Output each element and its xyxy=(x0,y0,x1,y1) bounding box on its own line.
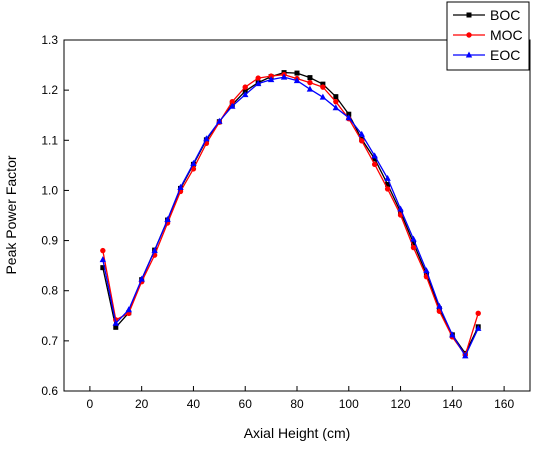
y-tick-label: 1.2 xyxy=(41,83,58,97)
y-tick-label: 0.6 xyxy=(41,384,58,398)
eoc-point xyxy=(371,152,378,159)
eoc-line xyxy=(102,76,479,358)
x-axis-label: Axial Height (cm) xyxy=(244,425,351,441)
moc-point xyxy=(410,244,417,251)
eoc-point xyxy=(410,235,417,242)
y-tick-label: 1.1 xyxy=(41,133,58,147)
eoc-point xyxy=(216,117,223,124)
eoc-point xyxy=(345,114,352,121)
boc-point xyxy=(294,70,300,76)
eoc-point xyxy=(397,205,404,212)
x-tick-label: 100 xyxy=(339,397,359,411)
moc-point xyxy=(333,98,339,105)
moc-point xyxy=(190,166,197,172)
legend-box xyxy=(446,1,530,71)
boc-point xyxy=(100,265,106,271)
x-tick-label: 140 xyxy=(442,397,462,411)
eoc-point xyxy=(306,85,314,92)
moc-point xyxy=(255,75,261,81)
eoc-point xyxy=(280,73,288,80)
eoc-point xyxy=(462,352,469,359)
moc-point xyxy=(320,84,326,90)
series-layer xyxy=(99,70,482,359)
eoc-point xyxy=(125,306,132,313)
boc-point xyxy=(307,75,313,81)
y-tick-label: 1.3 xyxy=(41,33,58,47)
series-moc xyxy=(100,71,481,358)
legend-marker-moc xyxy=(466,32,472,38)
eoc-point xyxy=(99,256,107,263)
eoc-point xyxy=(358,130,365,137)
eoc-point xyxy=(332,104,340,111)
eoc-point xyxy=(151,247,158,254)
eoc-point xyxy=(138,275,145,282)
boc-point xyxy=(113,324,119,330)
series-boc xyxy=(100,70,481,356)
x-tick-label: 20 xyxy=(135,397,149,411)
moc-point xyxy=(475,310,481,316)
plot-frame xyxy=(63,39,531,392)
eoc-point xyxy=(319,93,327,100)
legend-label-eoc: EOC xyxy=(490,47,520,63)
y-tick-label: 0.7 xyxy=(41,334,58,348)
eoc-point xyxy=(229,102,236,109)
moc-point xyxy=(229,98,235,105)
boc-point xyxy=(372,156,378,162)
eoc-point xyxy=(242,91,249,98)
eoc-point xyxy=(449,331,456,338)
series-eoc xyxy=(99,73,482,359)
x-tick-label: 80 xyxy=(290,397,304,411)
eoc-point xyxy=(112,319,119,326)
legend-marker-boc xyxy=(466,12,472,18)
boc-point xyxy=(242,88,248,94)
boc-line xyxy=(102,71,479,355)
x-tick-label: 120 xyxy=(391,397,411,411)
x-tick-label: 0 xyxy=(87,397,94,411)
eoc-point xyxy=(254,80,262,87)
eoc-point xyxy=(177,183,184,190)
moc-point xyxy=(359,138,365,144)
eoc-point xyxy=(267,76,275,83)
y-tick-label: 0.8 xyxy=(41,284,58,298)
eoc-point xyxy=(203,135,210,142)
eoc-point xyxy=(475,324,482,331)
eoc-point xyxy=(164,216,171,223)
moc-point xyxy=(242,84,248,90)
eoc-point xyxy=(293,77,301,84)
x-tick-label: 160 xyxy=(494,397,514,411)
boc-point xyxy=(385,181,391,187)
moc-point xyxy=(384,186,391,192)
axis-ticks: 0 20 40 60 80 100 120 140 160 0.6 0.7 0.8 0.9 1.0 1.1 1… xyxy=(41,33,514,411)
eoc-point xyxy=(436,302,443,309)
x-tick-label: 60 xyxy=(239,397,253,411)
moc-point xyxy=(371,161,378,168)
boc-point xyxy=(320,81,326,87)
boc-point xyxy=(398,209,404,215)
y-axis-label: Peak Power Factor xyxy=(3,155,19,274)
moc-point xyxy=(307,79,313,86)
moc-line xyxy=(102,73,479,357)
moc-point xyxy=(268,73,274,79)
boc-point xyxy=(346,111,352,117)
eoc-point xyxy=(423,267,430,274)
moc-point xyxy=(100,247,106,254)
legend-marker-eoc xyxy=(465,51,473,58)
legend: BOC MOC EOC xyxy=(446,1,530,71)
boc-point xyxy=(411,240,416,246)
legend-label-boc: BOC xyxy=(490,7,520,23)
legend-label-moc: MOC xyxy=(490,27,523,43)
y-tick-label: 0.9 xyxy=(41,234,58,248)
boc-point xyxy=(333,94,339,100)
x-tick-label: 40 xyxy=(187,397,201,411)
eoc-point xyxy=(384,174,391,181)
eoc-point xyxy=(190,159,197,166)
y-tick-label: 1.0 xyxy=(41,183,58,197)
